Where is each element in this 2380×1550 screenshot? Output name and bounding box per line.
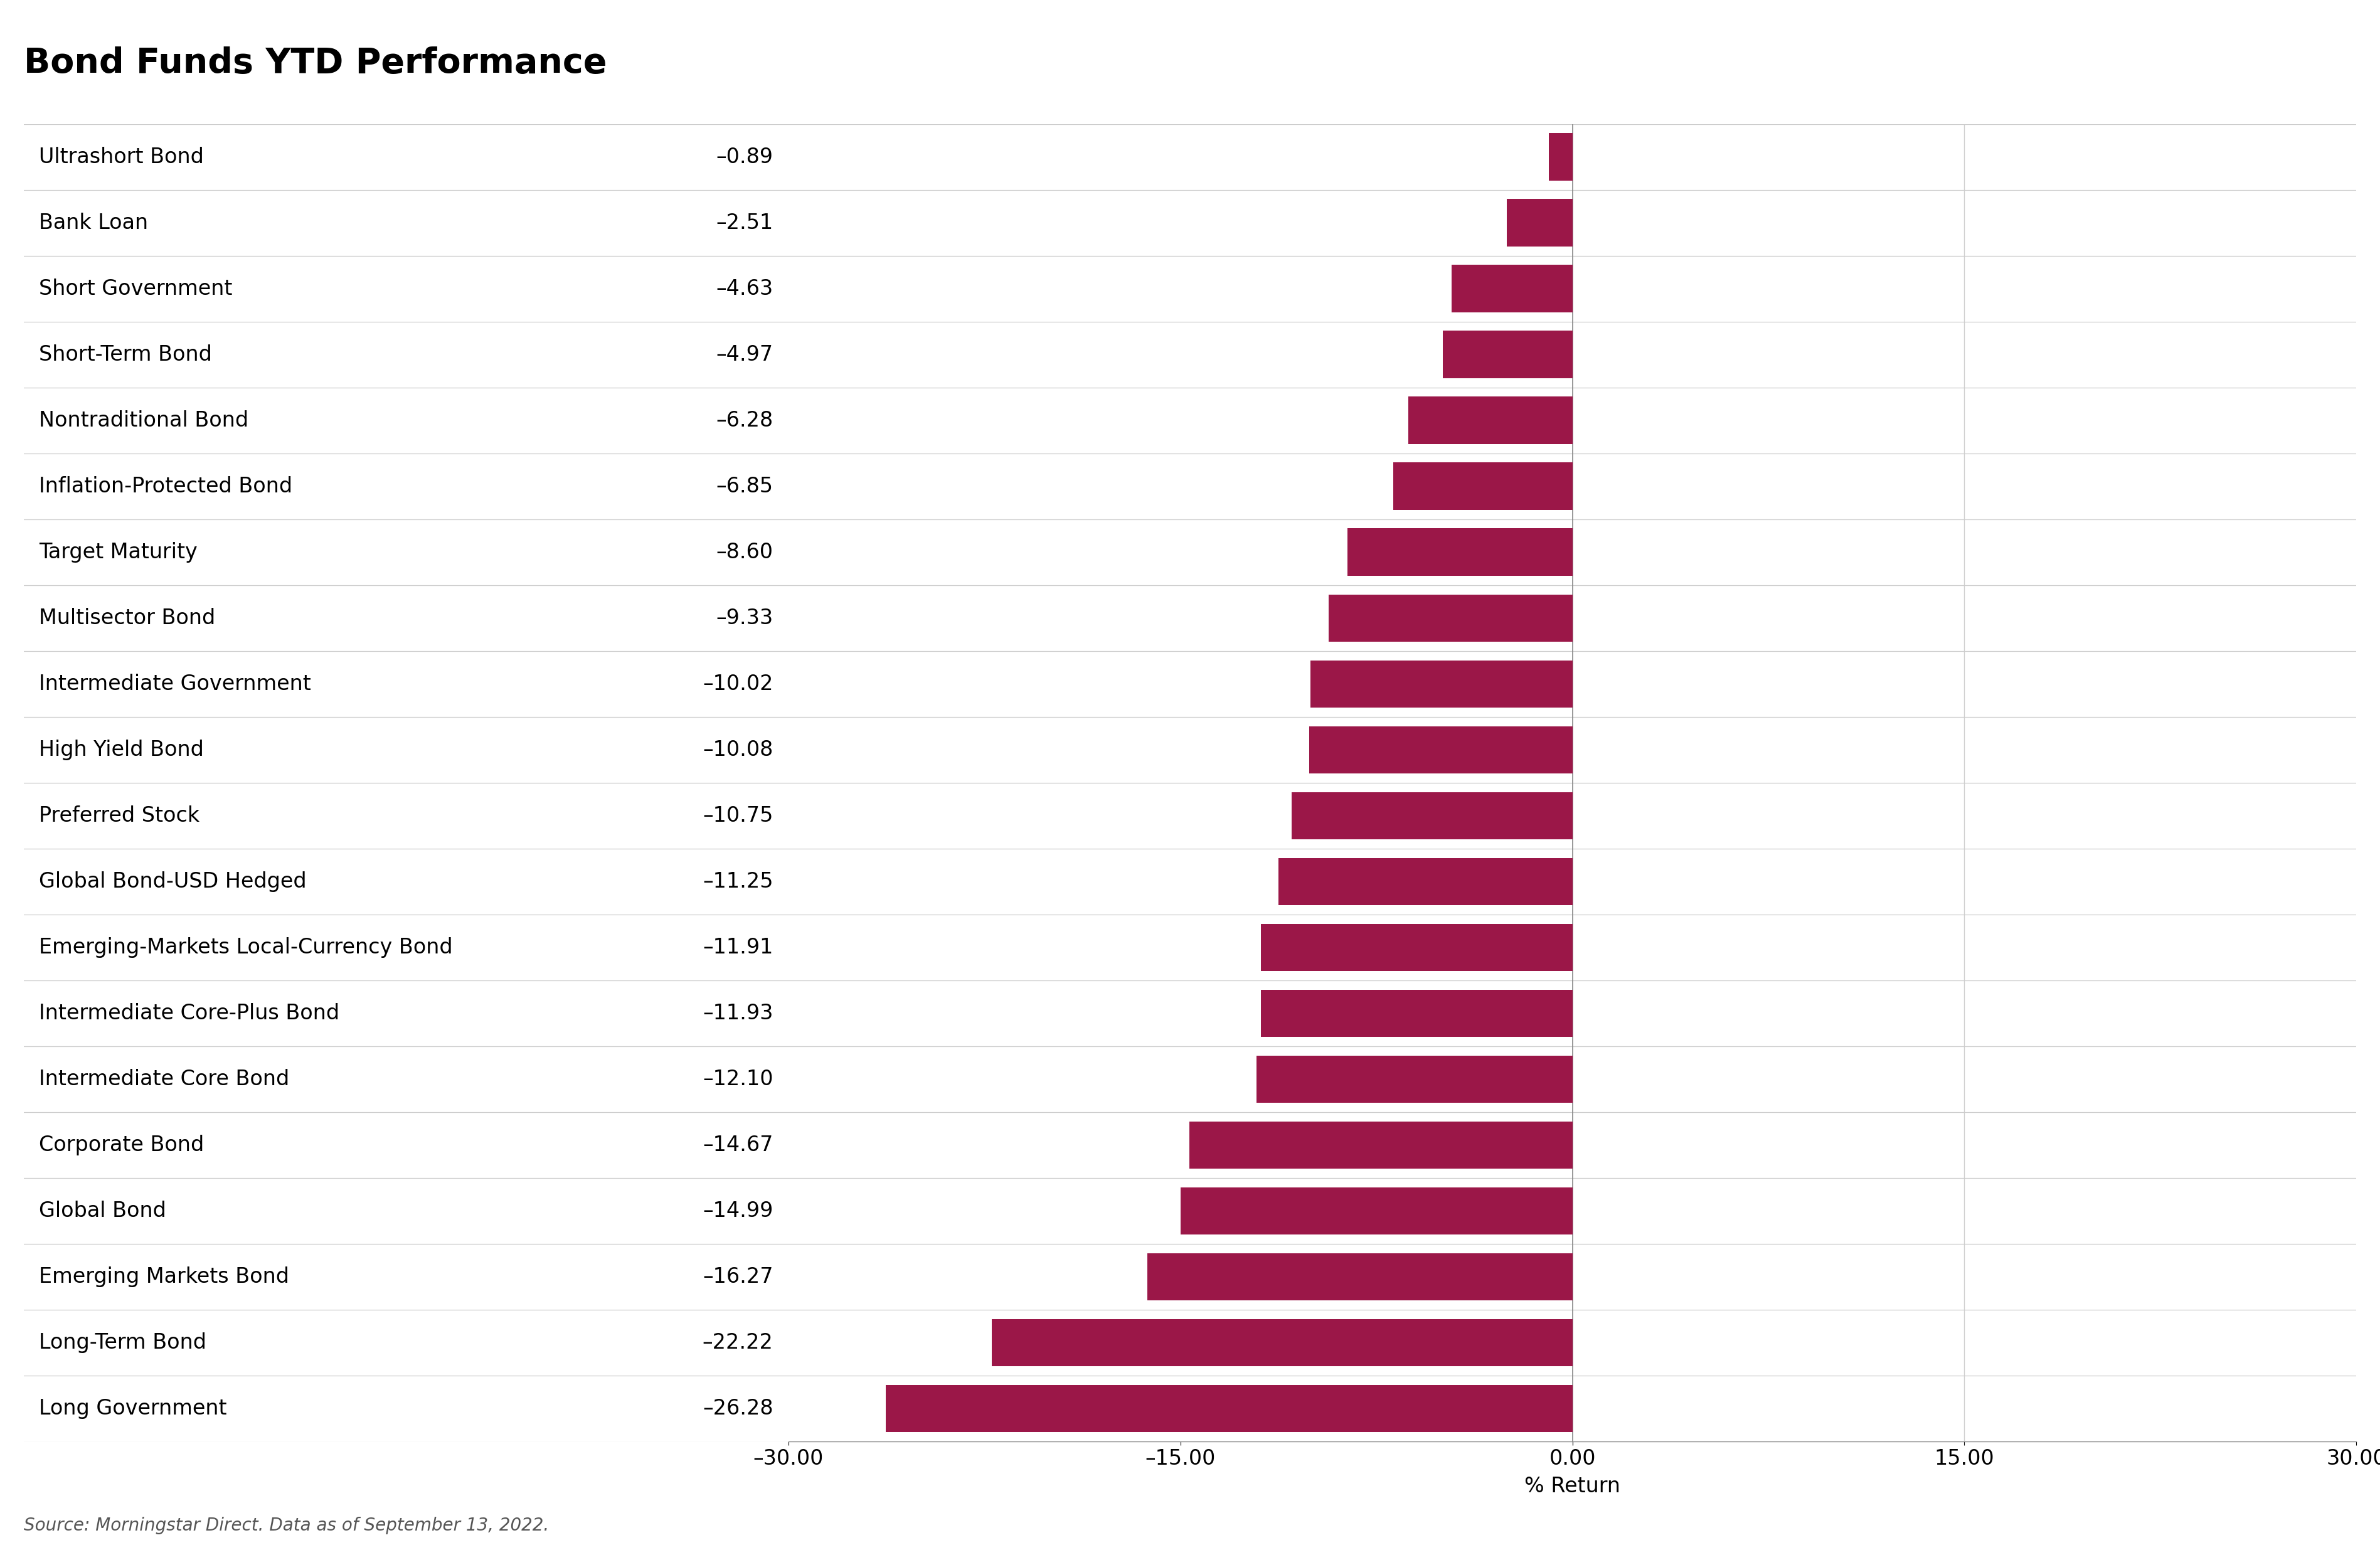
Text: –9.33: –9.33 [716,608,774,628]
Bar [1347,529,1573,577]
Text: –22.22: –22.22 [702,1333,774,1353]
Text: –4.63: –4.63 [716,279,774,299]
Bar [1392,462,1573,510]
Bar [1309,725,1573,773]
Bar [1278,857,1573,905]
Bar [1328,594,1573,642]
Text: –6.28: –6.28 [716,411,774,431]
Text: –14.67: –14.67 [702,1135,774,1155]
Bar [885,1384,1573,1432]
Text: Corporate Bond: Corporate Bond [38,1135,205,1155]
Bar [1507,198,1573,246]
Text: Intermediate Core Bond: Intermediate Core Bond [38,1070,290,1090]
Text: Emerging Markets Bond: Emerging Markets Bond [38,1266,290,1286]
Bar [1549,133,1573,181]
Text: –16.27: –16.27 [702,1266,774,1286]
Bar [1261,989,1573,1037]
Bar [1261,924,1573,972]
Bar [1190,1121,1573,1169]
Text: Emerging-Markets Local-Currency Bond: Emerging-Markets Local-Currency Bond [38,938,452,958]
Text: Target Maturity: Target Maturity [38,542,198,563]
Bar [1180,1187,1573,1235]
Bar [1409,397,1573,445]
Text: Bond Funds YTD Performance: Bond Funds YTD Performance [24,46,607,81]
Text: –14.99: –14.99 [702,1201,774,1221]
Text: Short Government: Short Government [38,279,233,299]
Text: –11.91: –11.91 [702,938,774,958]
Text: –0.89: –0.89 [716,147,774,167]
Text: –10.02: –10.02 [702,674,774,694]
Text: Long Government: Long Government [38,1398,226,1418]
Bar [1452,265,1573,313]
Text: –11.25: –11.25 [702,871,774,891]
Text: Nontraditional Bond: Nontraditional Bond [38,411,248,431]
Text: Bank Loan: Bank Loan [38,212,148,232]
Text: –2.51: –2.51 [716,212,774,232]
Bar [1292,792,1573,840]
Bar [1311,660,1573,708]
Text: High Yield Bond: High Yield Bond [38,739,205,760]
Text: Multisector Bond: Multisector Bond [38,608,217,628]
Text: Long-Term Bond: Long-Term Bond [38,1333,207,1353]
Text: Ultrashort Bond: Ultrashort Bond [38,147,205,167]
Text: Global Bond: Global Bond [38,1201,167,1221]
Text: Source: Morningstar Direct. Data as of September 13, 2022.: Source: Morningstar Direct. Data as of S… [24,1517,550,1534]
Text: –4.97: –4.97 [716,344,774,364]
Text: Inflation-Protected Bond: Inflation-Protected Bond [38,476,293,496]
Text: –11.93: –11.93 [702,1003,774,1023]
Text: –26.28: –26.28 [702,1398,774,1418]
Text: –12.10: –12.10 [702,1070,774,1090]
Text: Short-Term Bond: Short-Term Bond [38,344,212,364]
Bar [1257,1056,1573,1104]
Bar [992,1319,1573,1367]
Text: Intermediate Core-Plus Bond: Intermediate Core-Plus Bond [38,1003,340,1023]
Bar [1442,330,1573,378]
Text: Global Bond-USD Hedged: Global Bond-USD Hedged [38,871,307,891]
Bar [1147,1252,1573,1300]
Text: Preferred Stock: Preferred Stock [38,806,200,826]
Text: –8.60: –8.60 [716,542,774,563]
Text: –10.75: –10.75 [702,806,774,826]
Text: Intermediate Government: Intermediate Government [38,674,312,694]
X-axis label: % Return: % Return [1523,1476,1621,1497]
Text: –6.85: –6.85 [716,476,774,496]
Text: –10.08: –10.08 [702,739,774,760]
